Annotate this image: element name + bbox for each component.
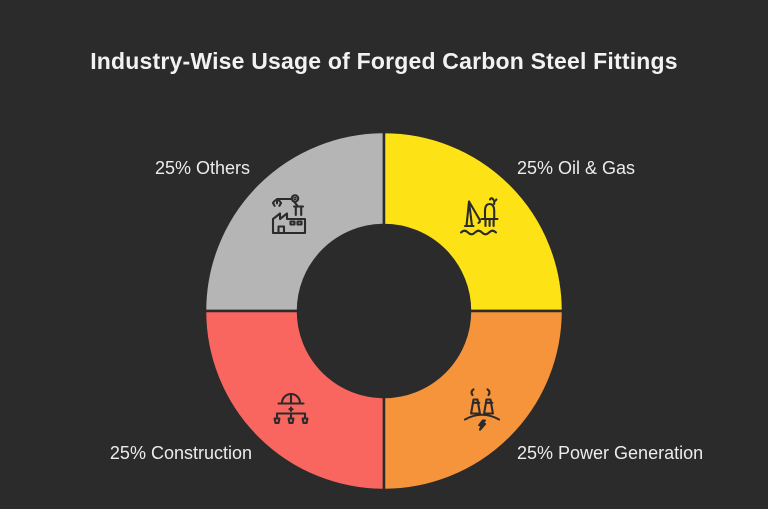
chart-title: Industry-Wise Usage of Forged Carbon Ste…: [90, 48, 678, 74]
label-power-generation: 25% Power Generation: [517, 443, 704, 463]
construction-lifting-icon: [267, 384, 315, 432]
oil-rig-icon: [456, 192, 504, 240]
label-others: 25% Others: [154, 158, 250, 178]
label-oil-gas: 25% Oil & Gas: [517, 158, 636, 178]
factory-crane-icon: [265, 191, 313, 239]
power-plant-icon: [458, 384, 506, 432]
segment-construction: [203, 309, 386, 492]
segment-oil-gas: [382, 130, 565, 313]
label-construction: 25% Construction: [109, 443, 252, 463]
